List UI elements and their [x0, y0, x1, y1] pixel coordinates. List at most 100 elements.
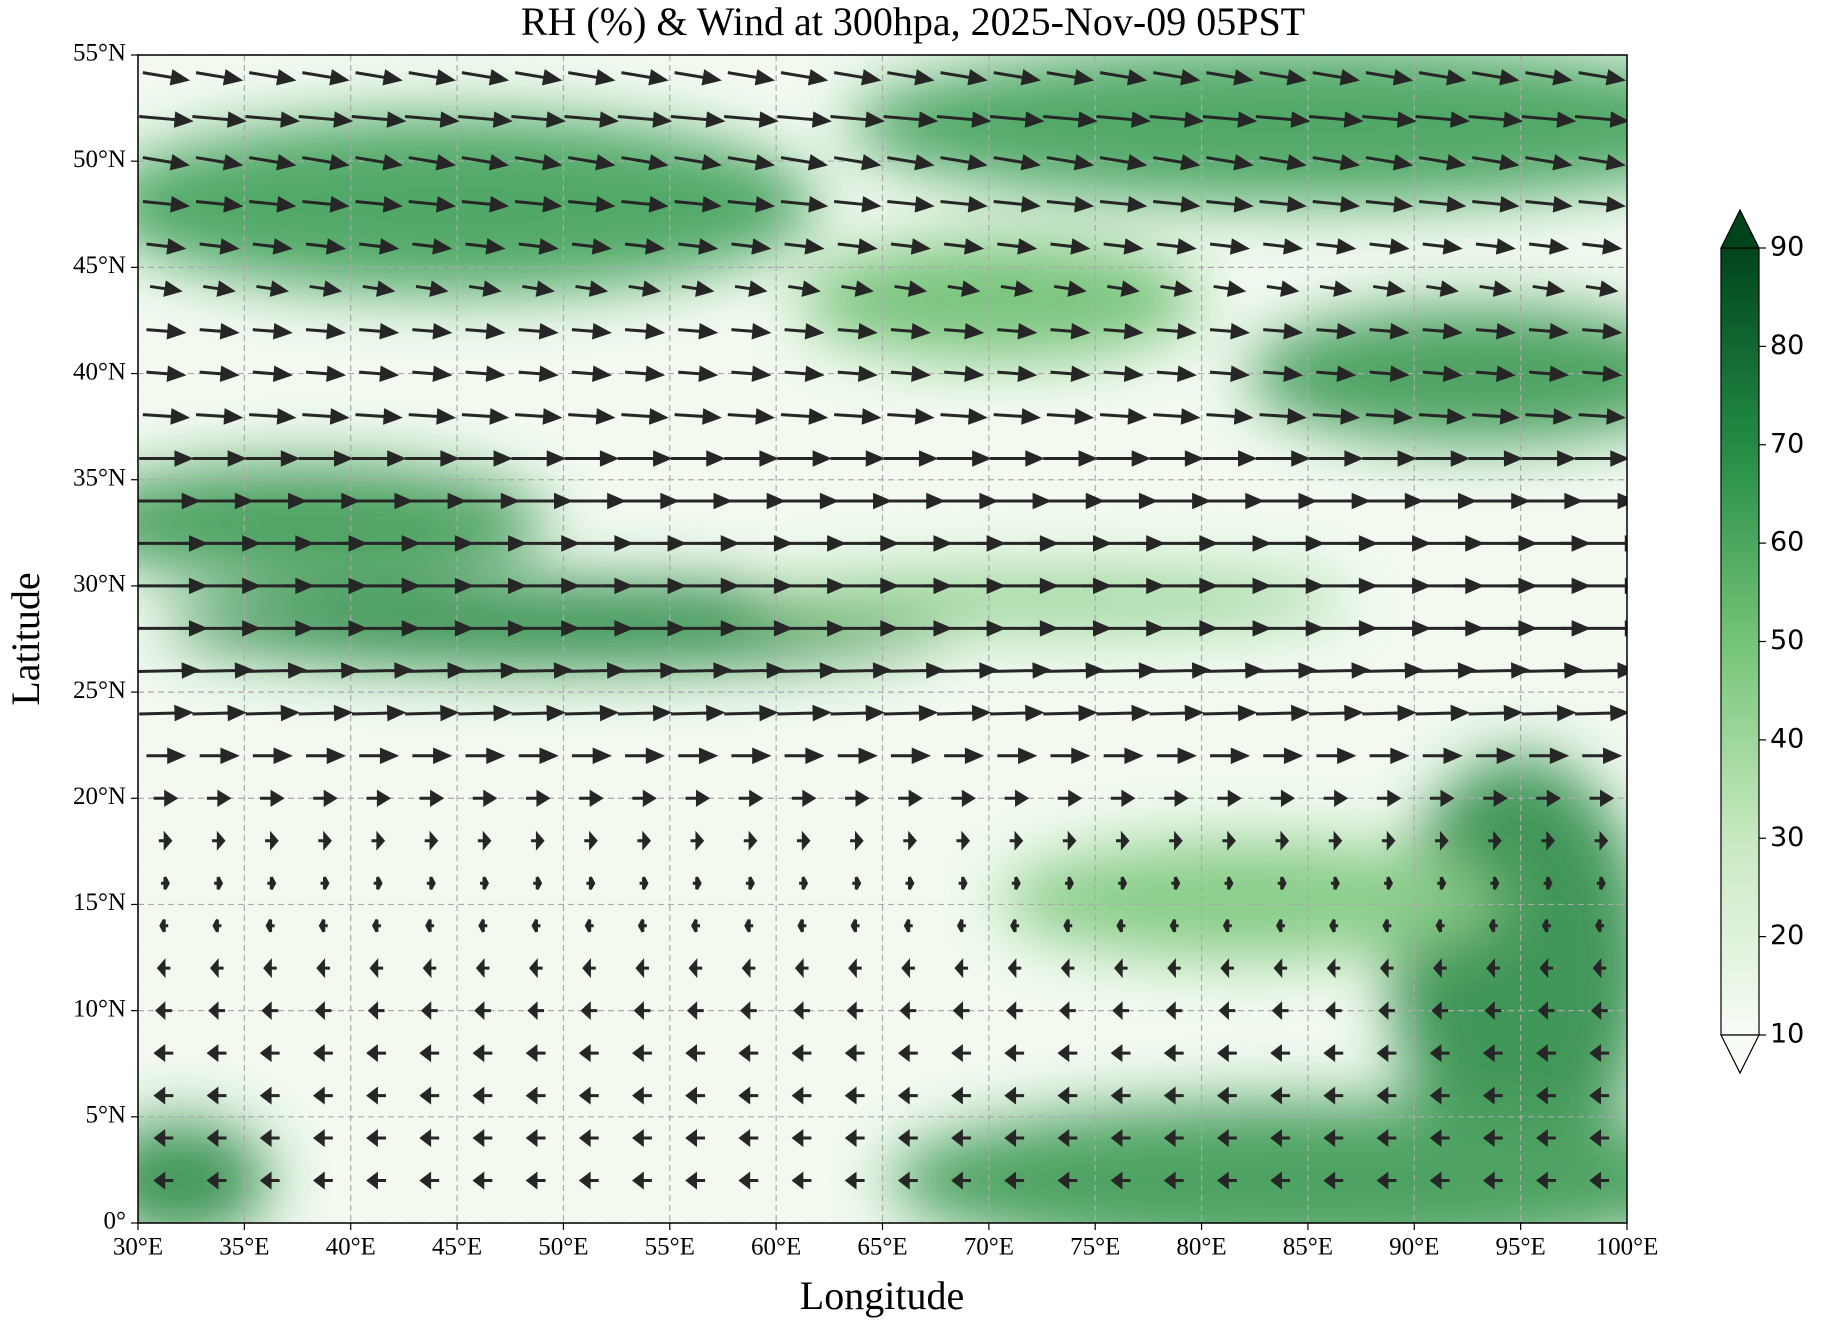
x-tick-label: 70°E	[964, 1234, 1014, 1261]
wind-arrow	[302, 69, 350, 86]
wind-arrow	[1224, 876, 1234, 890]
wind-arrow	[1050, 365, 1091, 383]
wind-field	[138, 69, 1627, 1190]
wind-arrow	[943, 238, 985, 255]
wind-arrow	[404, 111, 460, 128]
wind-arrow	[139, 704, 194, 722]
wind-arrow	[305, 238, 347, 255]
wind-arrow	[837, 323, 878, 340]
wind-arrow	[1596, 876, 1606, 890]
wind-arrow	[1482, 1086, 1503, 1105]
wind-arrow	[1043, 111, 1098, 128]
wind-arrow	[1050, 238, 1091, 255]
wind-arrow	[1429, 1044, 1450, 1063]
wind-arrow	[731, 238, 772, 255]
wind-arrow	[259, 1129, 280, 1148]
wind-arrow	[951, 1129, 971, 1148]
wind-arrow	[298, 111, 354, 128]
wind-arrow	[731, 747, 772, 765]
wind-arrow	[582, 958, 596, 979]
wind-arrow	[312, 1044, 333, 1063]
wind-arrow	[944, 323, 985, 340]
wind-arrow	[1309, 450, 1364, 467]
wind-arrow	[192, 450, 247, 467]
wind-arrow	[525, 1086, 546, 1105]
wind-arrow	[1323, 1086, 1344, 1105]
wind-arrow	[160, 876, 170, 890]
wind-arrow	[421, 1001, 438, 1021]
y-tick-label: 5°N	[85, 1102, 126, 1129]
wind-arrow	[635, 958, 649, 979]
wind-arrow	[314, 1001, 332, 1021]
wind-arrow	[678, 747, 719, 765]
wind-arrow	[784, 747, 825, 765]
wind-arrow	[1099, 154, 1148, 171]
wind-arrow	[195, 196, 244, 213]
wind-arrow	[844, 1171, 865, 1190]
wind-arrow	[632, 1086, 652, 1105]
wind-arrow	[777, 450, 832, 467]
wind-arrow	[1578, 154, 1626, 171]
wind-arrow	[1376, 1129, 1397, 1148]
wind-arrow	[845, 789, 870, 807]
wind-arrow	[199, 323, 240, 340]
wind-arrow	[1301, 662, 1371, 679]
wind-arrow	[883, 111, 939, 128]
wind-arrow	[504, 492, 574, 510]
wind-arrow	[1160, 280, 1194, 297]
wind-arrow	[887, 154, 935, 171]
wind-arrow	[883, 704, 939, 722]
wind-arrow	[1312, 154, 1361, 171]
x-tick-label: 45°E	[432, 1234, 482, 1261]
wind-arrow	[727, 69, 776, 86]
colorbar-extend-bottom	[1720, 1034, 1760, 1075]
wind-arrow	[1472, 154, 1520, 171]
x-tick-label: 80°E	[1176, 1234, 1226, 1261]
wind-arrow	[716, 662, 786, 679]
wind-arrow	[1369, 747, 1410, 765]
wind-arrow	[1270, 1129, 1291, 1148]
wind-arrow	[1422, 747, 1463, 765]
wind-arrow	[1259, 408, 1307, 425]
wind-arrow	[156, 958, 171, 979]
wind-arrow	[518, 238, 559, 255]
wind-arrow	[688, 958, 703, 979]
wind-arrow	[525, 789, 551, 807]
wind-arrow	[298, 704, 354, 722]
wind-arrow	[1536, 1129, 1556, 1148]
wind-arrow	[1057, 789, 1083, 807]
wind-arrow	[1057, 1044, 1078, 1063]
wind-arrow	[940, 69, 988, 86]
wind-arrow	[1482, 1129, 1503, 1148]
wind-arrow	[245, 111, 301, 128]
wind-arrow	[844, 1044, 865, 1063]
wind-arrow	[580, 1001, 598, 1021]
wind-arrow	[876, 492, 946, 510]
wind-arrow	[514, 154, 563, 171]
wind-arrow	[320, 876, 330, 890]
wind-arrow	[1532, 280, 1566, 297]
wind-arrow	[146, 238, 187, 255]
y-tick-label: 50°N	[73, 146, 126, 173]
wind-arrow	[199, 747, 240, 765]
wind-arrow	[1167, 958, 1181, 979]
wind-arrow	[153, 1044, 174, 1063]
x-tick-label: 100°E	[1596, 1234, 1659, 1261]
wind-arrow	[302, 408, 350, 425]
wind-arrow	[206, 1086, 227, 1105]
wind-arrow	[579, 789, 604, 807]
wind-arrow	[848, 958, 862, 979]
wind-arrow	[568, 154, 616, 171]
wind-arrow	[1528, 323, 1570, 340]
wind-arrow	[1574, 111, 1627, 128]
wind-arrow	[841, 280, 874, 297]
wind-arrow	[624, 323, 666, 340]
wind-arrow	[685, 1129, 706, 1148]
wind-arrow	[1422, 365, 1463, 383]
wind-arrow	[823, 662, 893, 679]
wind-arrow	[982, 492, 1052, 510]
wind-arrow	[686, 1001, 704, 1021]
wind-arrow	[153, 1086, 174, 1105]
wind-arrow	[195, 408, 244, 425]
wind-arrow	[617, 704, 673, 722]
